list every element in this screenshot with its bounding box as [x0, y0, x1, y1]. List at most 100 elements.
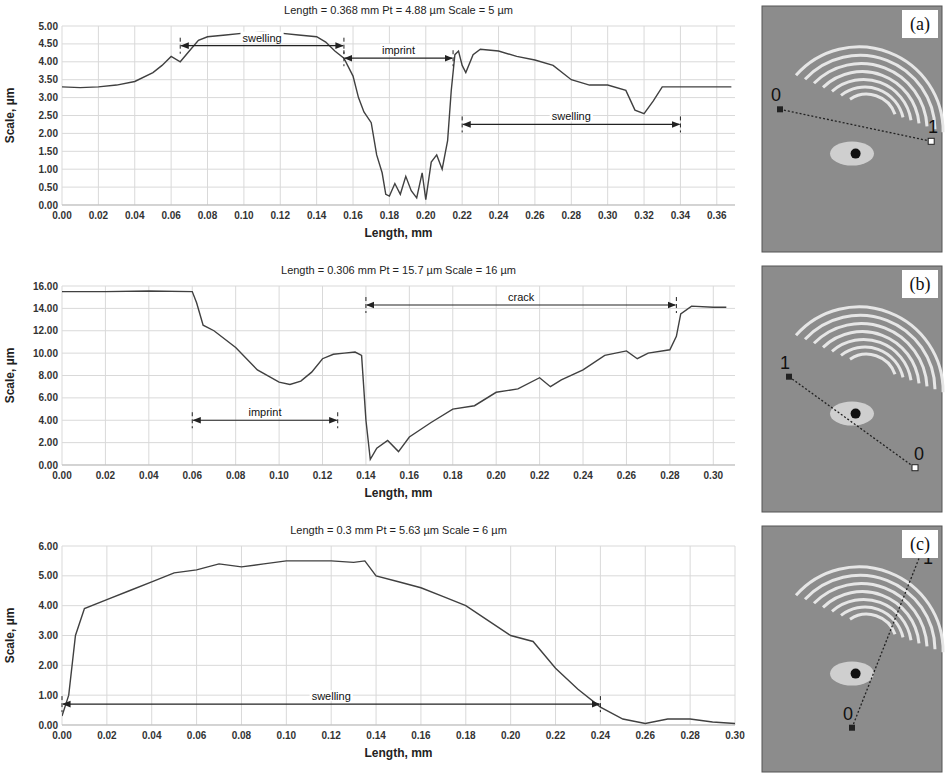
photo-ring — [796, 47, 943, 132]
profile-end — [928, 138, 934, 144]
photo-ring — [805, 575, 935, 649]
profile-line — [789, 377, 915, 468]
x-tick-label: 0.20 — [486, 470, 506, 481]
label-patch — [506, 291, 537, 302]
x-tick-label: 0.00 — [52, 210, 72, 221]
grid-line — [690, 546, 691, 725]
grid-line — [243, 26, 244, 205]
grid-line — [62, 205, 735, 206]
grid-line — [626, 286, 627, 465]
grid-line — [452, 286, 453, 465]
grid-line — [496, 286, 497, 465]
grid-line — [62, 397, 735, 398]
grid-line — [716, 26, 717, 205]
x-tick-label: 0.14 — [307, 210, 327, 221]
y-tick-label: 6.00 — [39, 541, 59, 552]
grid-line — [279, 286, 280, 465]
y-tick-label: 12.00 — [33, 325, 58, 336]
x-tick-label: 0.26 — [525, 210, 545, 221]
grid-line — [151, 546, 152, 725]
grid-line — [207, 26, 208, 205]
profile-end — [849, 725, 855, 731]
y-tick-label: 3.00 — [39, 92, 59, 103]
x-tick-label: 0.20 — [416, 210, 436, 221]
grid-line — [235, 286, 236, 465]
x-tick-label: 0.08 — [232, 730, 252, 741]
x-tick-label: 0.26 — [636, 730, 656, 741]
annotation-arrow — [367, 304, 675, 305]
annotation-end — [680, 116, 681, 132]
profile-end — [912, 465, 918, 471]
photo-panel: 10(b) — [762, 266, 943, 512]
label-patch — [550, 110, 593, 121]
x-tick-label: 0.00 — [52, 470, 72, 481]
x-tick-label: 0.06 — [183, 470, 203, 481]
grid-line — [420, 546, 421, 725]
grid-line — [62, 26, 63, 205]
grid-line — [280, 26, 281, 205]
photo-ring — [850, 614, 895, 634]
photo-ring — [796, 307, 943, 392]
profile-label: 1 — [780, 353, 790, 373]
photo-ground — [762, 6, 942, 252]
annotation-label: swelling — [312, 690, 351, 702]
grid-line — [498, 26, 499, 205]
y-tick-label: 5.00 — [39, 21, 59, 32]
profile-label: 0 — [771, 85, 781, 105]
annotation-end — [192, 412, 193, 428]
data-line — [62, 561, 735, 724]
y-tick-label: 0.00 — [39, 200, 59, 211]
x-tick-label: 0.10 — [269, 470, 289, 481]
y-tick-label: 2.00 — [39, 437, 59, 448]
annotation-arrow — [193, 420, 336, 421]
x-axis-title: Length, mm — [365, 226, 433, 240]
y-tick-label: 6.00 — [39, 392, 59, 403]
grid-line — [286, 546, 287, 725]
x-tick-label: 0.12 — [321, 730, 341, 741]
label-patch — [310, 690, 353, 701]
x-tick-label: 0.04 — [139, 470, 159, 481]
y-tick-label: 8.00 — [39, 370, 59, 381]
panel-letter-box — [902, 10, 938, 38]
chart-title: Length = 0.3 mm Pt = 5.63 µm Scale = 6 µ… — [290, 524, 507, 536]
grid-line — [241, 546, 242, 725]
grid-line — [62, 26, 735, 27]
photo-spot — [830, 662, 874, 686]
grid-line — [62, 695, 735, 696]
x-tick-label: 0.10 — [277, 730, 297, 741]
x-axis-title: Length, mm — [365, 746, 433, 760]
grid-line — [680, 26, 681, 205]
x-tick-label: 0.02 — [96, 470, 116, 481]
x-tick-label: 0.00 — [52, 730, 72, 741]
panel-letter: (b) — [910, 274, 931, 295]
profile-label: 0 — [843, 704, 853, 724]
x-axis-line — [62, 205, 735, 206]
data-line — [62, 291, 726, 459]
grid-line — [98, 26, 99, 205]
grid-line — [62, 308, 735, 309]
grid-line — [607, 26, 608, 205]
grid-line — [62, 353, 735, 354]
y-tick-label: 0.50 — [39, 182, 59, 193]
y-axis-title: Scale, µm — [3, 88, 17, 144]
y-tick-label: 4.50 — [39, 38, 59, 49]
x-tick-label: 0.22 — [530, 470, 550, 481]
grid-line — [316, 26, 317, 205]
x-tick-label: 0.08 — [198, 210, 218, 221]
annotation-arrow — [63, 704, 599, 705]
y-tick-label: 1.00 — [39, 164, 59, 175]
data-group — [62, 561, 735, 724]
grid-line — [555, 546, 556, 725]
grid-line — [462, 26, 463, 205]
y-tick-label: 3.50 — [39, 74, 59, 85]
x-tick-label: 0.02 — [89, 210, 109, 221]
annotation-arrow — [181, 45, 343, 46]
annotation-end — [365, 297, 366, 313]
annotation-end — [180, 38, 181, 54]
y-tick-label: 4.00 — [39, 56, 59, 67]
annotation-arrow — [345, 58, 452, 59]
y-tick-label: 4.00 — [39, 600, 59, 611]
y-tick-label: 16.00 — [33, 281, 58, 292]
data-group — [62, 32, 731, 199]
grid-line — [196, 546, 197, 725]
